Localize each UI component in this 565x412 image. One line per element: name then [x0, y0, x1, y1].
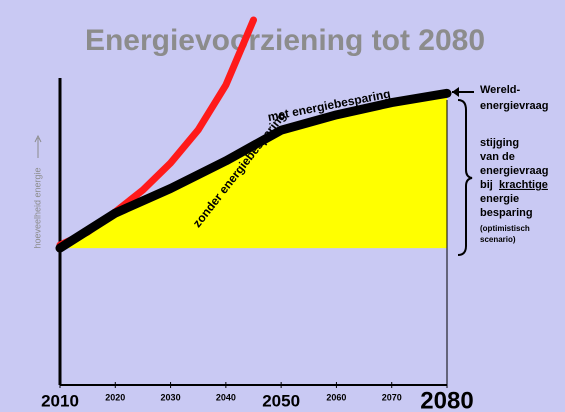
x-tick-label: 2080	[420, 387, 473, 412]
x-tick-label: 2010	[41, 391, 79, 410]
x-tick-label: 2060	[326, 392, 346, 402]
line	[55, 88, 452, 253]
annotation: energie	[480, 193, 519, 205]
plot-area: 2010 2020 2030 2040 2050 2060 2070 2080	[41, 16, 474, 412]
annotation: van de	[480, 151, 515, 163]
annotation: scenario)	[480, 235, 516, 244]
y-axis-arrowhead	[34, 134, 42, 143]
bracket	[457, 99, 473, 256]
annotation: energievraag	[480, 165, 548, 177]
area	[60, 93, 447, 249]
demand-arrowhead	[452, 87, 459, 97]
x-tick-label: 2070	[382, 392, 402, 402]
annotation: besparing	[480, 207, 533, 219]
x-tick-label: 2030	[161, 392, 181, 402]
annotation: (optimistisch	[480, 224, 530, 233]
annotation: stijging	[480, 137, 519, 149]
annotation: Wereld-	[480, 84, 520, 96]
y-axis-label: hoeveelheid energie	[32, 167, 42, 248]
x-tick-label: 2020	[105, 392, 125, 402]
annotation: bij	[480, 179, 493, 191]
annotation: energievraag	[480, 100, 548, 112]
chart-title: Energievoorziening tot 2080	[85, 24, 485, 57]
x-tick-label: 2050	[262, 391, 300, 410]
annotation: krachtige	[499, 179, 548, 191]
x-tick-label: 2040	[216, 392, 236, 402]
